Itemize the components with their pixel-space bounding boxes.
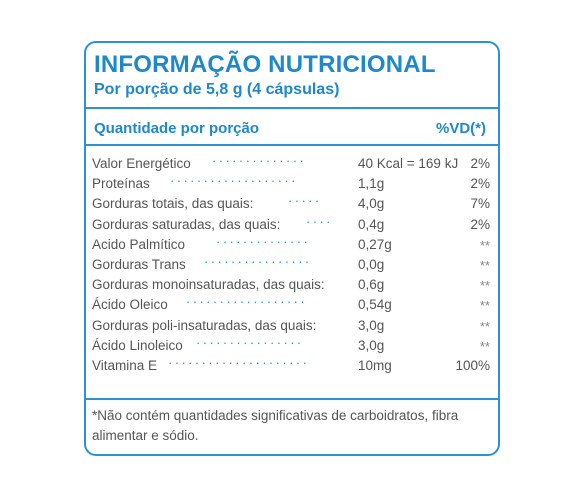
nutrient-quantity: 0,54g	[358, 297, 392, 313]
table-row: Vitamina E ····················· 10mg 10…	[86, 354, 498, 377]
leader-dots: ················	[204, 253, 312, 269]
nutrient-name: Proteínas	[92, 176, 150, 192]
nutrient-quantity: 40 Kcal = 169 kJ	[358, 156, 459, 171]
serving-size: Por porção de 5,8 g (4 cápsulas)	[94, 81, 340, 98]
nutrient-quantity: 0,6g	[358, 277, 385, 293]
nutrient-vd: 2%	[470, 176, 490, 192]
nutrient-quantity: 3,0g	[358, 317, 385, 333]
nutrient-vd: **	[479, 318, 490, 334]
table-row: Gorduras Trans ················ 0,0g **	[86, 253, 498, 276]
table-row: Ácido Oleico ·················· 0,54g **	[86, 294, 498, 316]
table-row: Gorduras poli-insaturadas, das quais: 3,…	[86, 317, 498, 337]
nutrient-vd: **	[479, 257, 490, 273]
nutrient-vd: 2%	[470, 216, 490, 232]
nutrient-vd: **	[479, 298, 490, 314]
nutrient-name: Acido Palmítico	[92, 236, 186, 252]
nutrition-label: INFORMAÇÃO NUTRICIONAL Por porção de 5,8…	[84, 41, 500, 456]
nutrient-name: Gorduras Trans	[92, 256, 186, 272]
nutrient-quantity: 10mg	[358, 357, 392, 373]
nutrient-name: Gorduras saturadas, das quais:	[92, 216, 281, 232]
table-row: Valor Energético ·············· 40 Kcal …	[86, 153, 498, 175]
leader-dots: ·····	[288, 193, 322, 209]
nutrient-quantity: 4,0g	[358, 196, 385, 212]
leader-dots: ···················	[170, 173, 298, 189]
leader-dots: ··············	[212, 153, 307, 168]
nutrient-table: Valor Energético ·············· 40 Kcal …	[86, 153, 498, 377]
nutrient-vd: **	[479, 278, 490, 294]
leader-dots: ··············	[216, 233, 311, 249]
nutrient-name: Valor Energético	[92, 156, 191, 171]
leader-dots: ·····················	[168, 354, 310, 370]
footnote: *Não contém quantidades significativas d…	[92, 408, 459, 443]
table-row: Acido Palmítico ·············· 0,27g **	[86, 233, 498, 256]
header-vd: %VD(*)	[435, 120, 486, 137]
table-row: Ácido Linoleico ················ 3,0g **	[86, 334, 498, 357]
nutrient-name: Gorduras poli-insaturadas, das quais:	[92, 317, 317, 333]
nutrient-quantity: 3,0g	[358, 337, 385, 353]
nutrient-name: Ácido Oleico	[92, 297, 168, 313]
divider-top	[86, 107, 498, 109]
nutrient-name: Ácido Linoleico	[92, 337, 183, 353]
nutrient-name: Gorduras monoinsaturadas, das quais:	[92, 277, 325, 293]
leader-dots: ··················	[186, 294, 308, 310]
nutrient-vd: 100%	[455, 357, 490, 373]
table-row: Gorduras totais, das quais: ····· 4,0g 7…	[86, 193, 498, 215]
nutrient-quantity: 0,0g	[358, 256, 385, 272]
nutrient-vd: **	[479, 338, 490, 354]
label-title: INFORMAÇÃO NUTRICIONAL	[94, 51, 436, 78]
divider-header	[86, 144, 498, 146]
nutrient-vd: **	[479, 237, 490, 253]
header-quantity: Quantidade por porção	[94, 120, 260, 137]
table-row: Gorduras monoinsaturadas, das quais: 0,6…	[86, 276, 498, 296]
nutrient-vd: 2%	[470, 156, 490, 171]
table-row: Gorduras saturadas, das quais: ···· 0,4g…	[86, 213, 498, 236]
divider-footnote	[86, 398, 498, 400]
nutrient-quantity: 1,1g	[358, 176, 385, 192]
nutrient-name: Vitamina E	[92, 357, 158, 373]
nutrient-vd: 7%	[470, 196, 490, 212]
nutrient-name: Gorduras totais, das quais:	[92, 196, 254, 212]
nutrient-quantity: 0,27g	[358, 236, 392, 252]
nutrient-quantity: 0,4g	[358, 216, 385, 232]
leader-dots: ················	[196, 334, 304, 350]
table-row: Proteínas ··················· 1,1g 2%	[86, 173, 498, 195]
leader-dots: ····	[306, 213, 333, 229]
